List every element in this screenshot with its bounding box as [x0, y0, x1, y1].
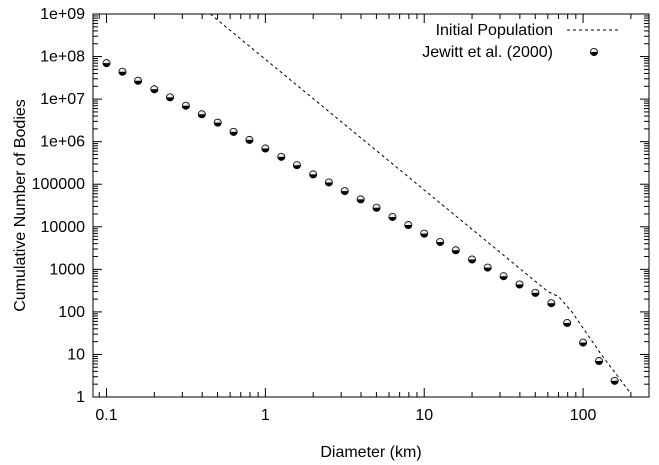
data-point [340, 187, 349, 196]
data-point [579, 338, 588, 347]
data-point [372, 203, 381, 212]
x-tick-label: 100 [570, 407, 597, 424]
data-point [213, 118, 222, 127]
data-point [388, 212, 397, 221]
data-point [547, 299, 556, 308]
data-point [134, 76, 143, 85]
data-point [229, 127, 238, 136]
data-point [531, 288, 540, 297]
data-point [451, 246, 460, 255]
data-point [277, 152, 286, 161]
data-point [595, 357, 604, 366]
data-point [436, 237, 445, 246]
y-axis-label: Cumulative Number of Bodies [12, 99, 29, 312]
x-axis-label: Diameter (km) [320, 444, 421, 461]
data-point [356, 195, 365, 204]
y-tick-label: 10 [67, 346, 85, 363]
x-tick-label: 1 [261, 407, 270, 424]
data-point [166, 93, 175, 102]
legend-label: Initial Population [436, 22, 553, 39]
legend: Initial Population Jewitt et al. (2000) [422, 22, 621, 61]
data-point [515, 280, 524, 289]
y-tick-labels: 1 10 100 1000 10000 100000 1e+06 1e+07 1e+08 1e+0… [32, 6, 85, 406]
data-point [197, 110, 206, 119]
y-tick-label: 1e+06 [40, 134, 85, 151]
y-tick-label: 1 [76, 389, 85, 406]
data-point [309, 170, 318, 179]
y-tick-label: 100 [58, 304, 85, 321]
x-tick-label: 0.1 [95, 407, 117, 424]
plot-series [102, 14, 632, 394]
legend-label: Jewitt et al. (2000) [422, 44, 553, 61]
data-point [292, 161, 301, 170]
y-tick-label: 10000 [41, 219, 86, 236]
plot-frame [92, 13, 650, 398]
x-tick-labels: 0.1 1 10 100 [95, 407, 596, 424]
data-point [150, 85, 159, 94]
data-point [245, 135, 254, 144]
tick-marks [93, 13, 649, 398]
x-tick-label: 10 [415, 407, 433, 424]
data-point [610, 376, 619, 385]
data-point [261, 144, 270, 153]
y-tick-label: 1e+07 [40, 91, 85, 108]
y-tick-label: 1000 [49, 261, 85, 278]
data-point [404, 221, 413, 230]
data-point [563, 318, 572, 327]
data-point [499, 272, 508, 281]
data-point [468, 255, 477, 264]
y-tick-label: 100000 [32, 176, 85, 193]
legend-swatch-marker [590, 48, 599, 57]
data-point [102, 59, 111, 68]
y-tick-label: 1e+09 [40, 6, 85, 23]
data-point [181, 101, 190, 110]
series-line-initial-population [209, 14, 632, 394]
data-point [118, 67, 127, 76]
y-tick-label: 1e+08 [40, 49, 85, 66]
data-point [324, 178, 333, 187]
data-point [420, 229, 429, 238]
data-point [483, 263, 492, 272]
